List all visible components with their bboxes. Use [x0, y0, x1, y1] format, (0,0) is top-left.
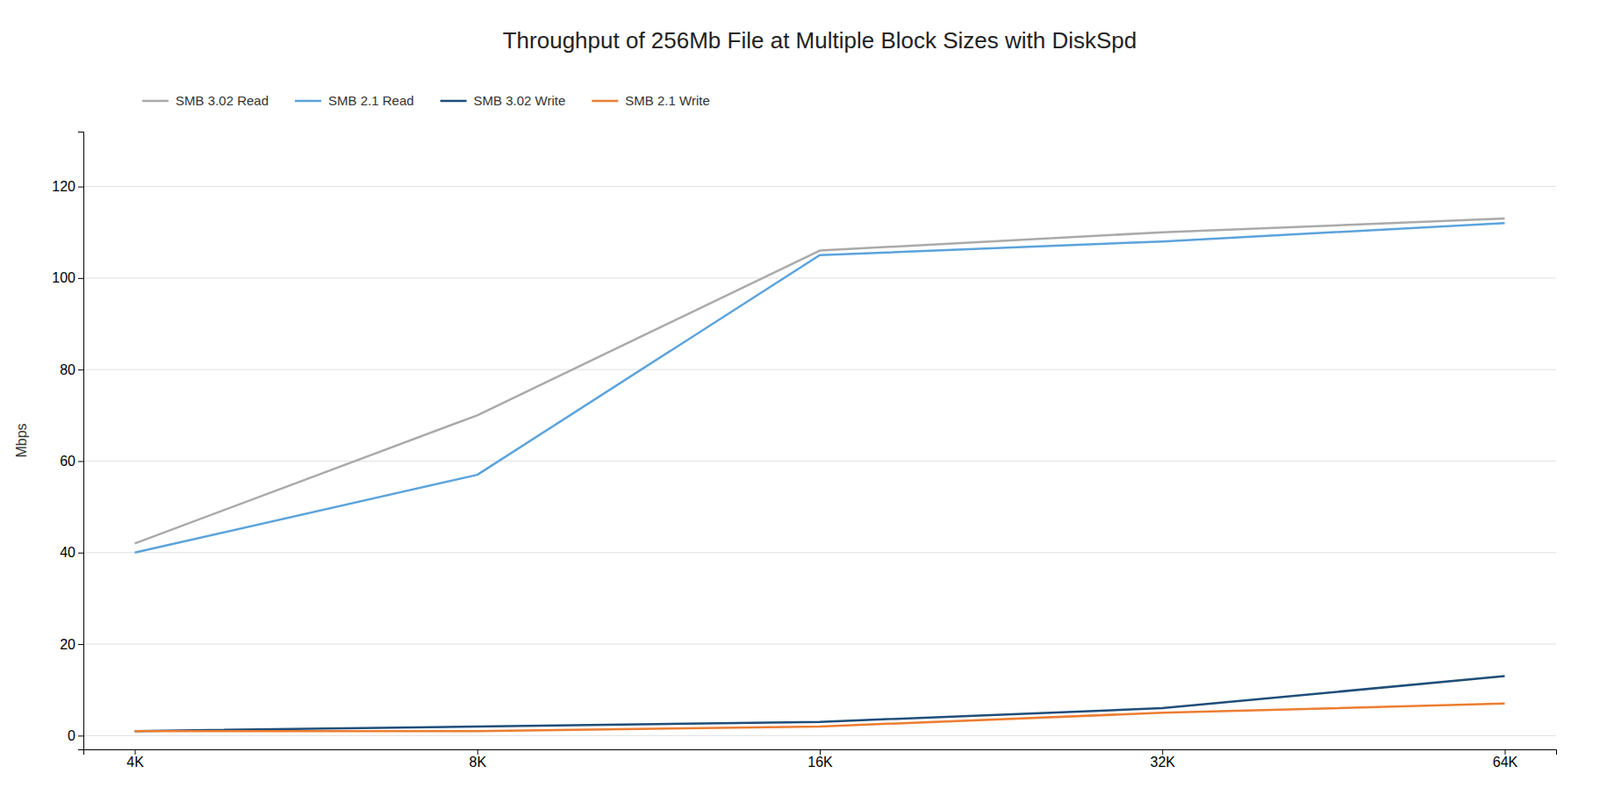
x-tick-mark — [819, 749, 821, 755]
y-axis-title: Mbps — [14, 423, 29, 458]
series-line — [135, 222, 1506, 553]
y-tick-label: 80 — [59, 362, 76, 378]
y-tick: 40 — [59, 545, 84, 560]
y-tick-mark — [78, 186, 84, 188]
y-tick: 80 — [59, 362, 84, 378]
x-tick-mark — [1504, 749, 1506, 755]
y-tick: 0 — [67, 728, 84, 744]
legend-item: SMB 2.1 Read — [294, 93, 415, 108]
legend-swatch — [142, 100, 169, 103]
title: Throughput of 256Mb File at Multiple Blo… — [502, 27, 1138, 54]
x-tick-label: 64K — [1492, 754, 1519, 770]
series-line — [135, 676, 1506, 732]
x-tick-label: 16K — [807, 754, 833, 770]
legend-label: SMB 3.02 Write — [473, 93, 567, 108]
plot-area: 4K 8K 16K 32K 64K 0 20 40 60 80 100 120 — [51, 132, 1557, 771]
x-tick-label: 32K — [1149, 754, 1176, 770]
y-axis: 0 20 40 60 80 100 120 — [51, 132, 84, 751]
x-tick-mark — [135, 749, 137, 755]
legend-swatch — [440, 100, 467, 103]
y-tick: 100 — [51, 270, 84, 286]
y-tick-label: 0 — [67, 728, 76, 744]
legend-swatch — [591, 100, 618, 103]
legend-item: SMB 3.02 Write — [440, 93, 567, 108]
y-tick: 60 — [59, 453, 84, 469]
y-tick-label: 100 — [51, 270, 76, 286]
grid-line — [83, 644, 1557, 646]
legend-item: SMB 2.1 Write — [591, 93, 710, 108]
grid-line — [83, 735, 1557, 737]
series-line — [135, 703, 1506, 732]
grid-line — [83, 186, 1557, 187]
y-tick-mark — [78, 369, 84, 371]
y-tick-label: 40 — [59, 545, 76, 560]
grid — [83, 186, 1557, 737]
grid-line — [83, 460, 1557, 462]
y-tick: 20 — [59, 637, 84, 653]
x-tick: 64K — [1492, 749, 1519, 770]
x-tick: 16K — [807, 749, 833, 770]
legend-label: SMB 2.1 Read — [328, 93, 415, 108]
grid-line — [83, 277, 1557, 279]
x-tick: 4K — [126, 749, 144, 770]
x-tick-mark — [477, 749, 479, 755]
legend-label: SMB 2.1 Write — [624, 93, 710, 108]
y-axis-line — [78, 132, 85, 751]
x-axis: 4K 8K 16K 32K 64K — [84, 749, 1557, 770]
y-tick-mark — [78, 644, 84, 646]
grid-line — [83, 369, 1557, 371]
x-tick: 32K — [1149, 749, 1176, 770]
y-tick-label: 60 — [59, 453, 76, 469]
x-tick-mark — [1162, 749, 1163, 755]
chart: 4K 8K 16K 32K 64K 0 20 40 60 80 100 120 Mbps Throughp… — [0, 0, 1600, 802]
legend-label: SMB 3.02 Read — [175, 93, 269, 108]
series-line — [135, 218, 1506, 544]
y-tick-mark — [78, 735, 84, 737]
grid-line — [83, 552, 1557, 553]
y-tick-mark — [78, 278, 84, 280]
y-tick-label: 20 — [59, 637, 76, 653]
x-tick-label: 4K — [126, 754, 144, 770]
legend: SMB 3.02 Read SMB 2.1 Read SMB 3.02 Write S… — [142, 93, 711, 108]
y-tick-mark — [78, 460, 84, 462]
y-tick-mark — [78, 552, 84, 554]
y-tick-label: 120 — [51, 179, 76, 194]
legend-swatch — [294, 100, 322, 103]
lines — [135, 218, 1506, 732]
x-axis-line — [84, 750, 1557, 756]
y-tick: 120 — [51, 179, 84, 194]
x-tick-label: 8K — [468, 754, 487, 770]
x-tick: 8K — [468, 749, 487, 770]
legend-item: SMB 3.02 Read — [142, 93, 269, 108]
